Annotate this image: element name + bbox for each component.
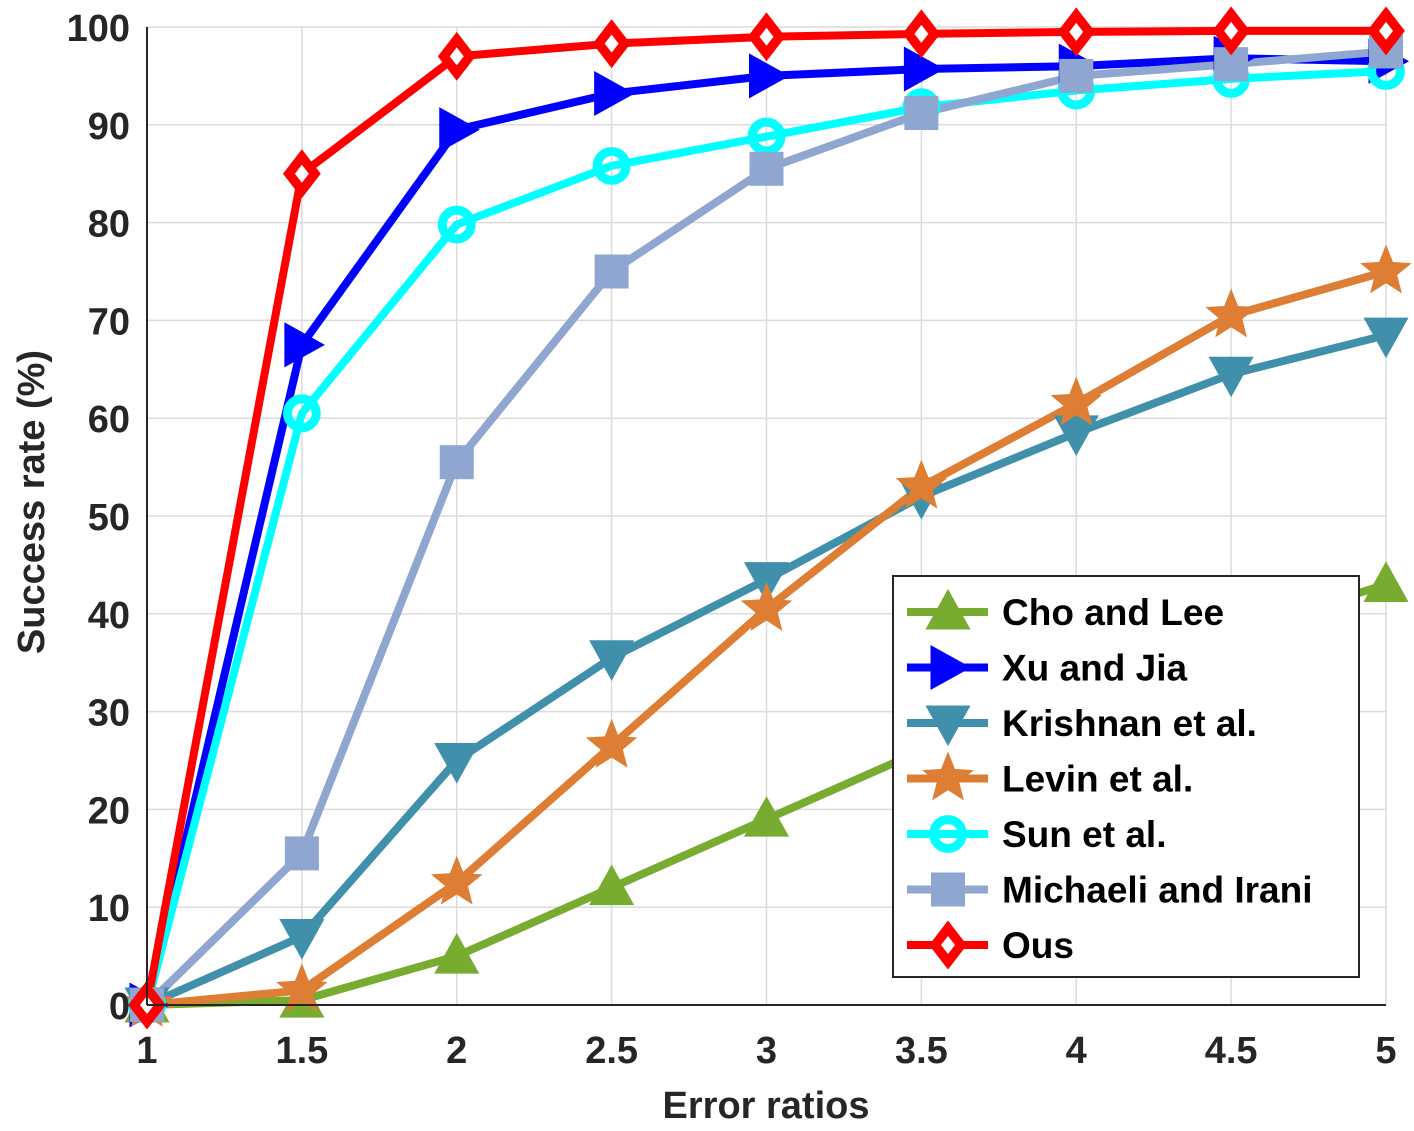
data-point-ous-center [1069, 22, 1084, 41]
data-point-levin-et-al [585, 718, 638, 768]
data-point-michaeli-and-irani [284, 836, 319, 871]
legend-box [892, 575, 1360, 978]
data-point-levin-et-al [895, 459, 948, 509]
data-point-ous-center [604, 34, 619, 53]
legend-label-levin-et-al: Levin et al. [1002, 759, 1193, 800]
data-point-levin-et-al [276, 963, 328, 1013]
legend-marker-sun-et-al [929, 815, 967, 853]
data-point-michaeli-and-irani [594, 254, 629, 289]
x-tick-label: 3 [756, 1030, 777, 1072]
data-point-ous-center [1379, 21, 1393, 40]
y-tick-label: 100 [67, 8, 130, 50]
y-tick-label: 30 [88, 693, 130, 735]
legend-marker-cho-and-lee [925, 588, 971, 630]
data-point-sun-et-al [437, 205, 476, 244]
x-tick-label: 1.5 [275, 1030, 328, 1072]
data-point-sun-et-al [282, 394, 321, 433]
x-axis-label: Error ratios [663, 1085, 870, 1127]
x-tick-label: 2.5 [585, 1030, 638, 1072]
data-point-levin-et-al [740, 581, 793, 631]
y-tick-label: 50 [88, 497, 130, 539]
y-tick-label: 80 [88, 204, 130, 246]
data-point-xu-and-jia [594, 70, 635, 117]
data-point-krishnan-et-al [589, 640, 635, 681]
data-point-cho-and-lee [743, 796, 790, 837]
legend-marker-levin-et-al [922, 751, 974, 801]
legend-label-ous: Ous [1002, 925, 1074, 966]
y-tick-labels: 0 10 20 30 40 50 60 70 80 90 100 [67, 8, 130, 1028]
data-point-ous-center [449, 47, 464, 66]
data-point-sun-et-al [747, 117, 786, 156]
x-tick-label: 2 [446, 1030, 467, 1072]
legend-marker-xu-and-jia [930, 644, 972, 691]
data-point-michaeli-and-irani [439, 445, 474, 480]
x-tick-label: 4.5 [1205, 1030, 1258, 1072]
data-point-ous-center [294, 164, 309, 183]
data-point-krishnan-et-al [1208, 356, 1254, 398]
legend-label-xu-and-jia: Xu and Jia [1002, 648, 1187, 689]
axes [146, 27, 1386, 1006]
data-point-michaeli-and-irani [749, 151, 784, 186]
y-tick-label: 0 [109, 986, 130, 1028]
data-point-cho-and-lee [434, 933, 480, 974]
legend-marker-michaeli-and-irani [931, 872, 965, 907]
data-point-xu-and-jia [903, 46, 945, 92]
x-tick-label: 5 [1375, 1030, 1396, 1072]
y-tick-label: 10 [88, 888, 130, 930]
legend-label-krishnan-et-al: Krishnan et al. [1002, 703, 1257, 744]
data-point-krishnan-et-al [434, 743, 480, 784]
y-tick-label: 90 [88, 106, 130, 148]
data-point-michaeli-and-irani [1059, 58, 1094, 93]
x-tick-labels: 1 1.5 2 2.5 3 3.5 4 4.5 5 [136, 1030, 1396, 1072]
data-point-levin-et-al [1360, 244, 1412, 294]
data-point-levin-et-al [430, 855, 483, 905]
data-point-krishnan-et-al [1053, 415, 1099, 456]
legend-label-cho-and-lee: Cho and Lee [1002, 592, 1224, 633]
x-tick-label: 4 [1066, 1030, 1087, 1072]
x-tick-label: 1 [136, 1030, 157, 1072]
legend: Cho and Lee Xu and Jia Krishnan et al. Levi… [892, 575, 1360, 978]
data-point-cho-and-lee [589, 864, 635, 906]
data-point-xu-and-jia [284, 322, 325, 368]
data-point-xu-and-jia [439, 107, 480, 153]
x-tick-label: 3.5 [895, 1030, 948, 1072]
data-point-xu-and-jia [749, 53, 790, 99]
legend-label-michaeli-and-irani: Michaeli and Irani [1002, 870, 1312, 911]
data-point-levin-et-al [1205, 288, 1257, 338]
y-tick-label: 20 [88, 790, 130, 832]
data-point-cho-and-lee [1363, 561, 1409, 602]
legend-marker-krishnan-et-al [925, 705, 971, 747]
data-point-ous-center [1224, 21, 1239, 40]
data-point-sun-et-al [592, 146, 631, 185]
data-point-michaeli-and-irani [904, 96, 939, 131]
series-line-sun-et-al [143, 67, 1387, 1007]
data-point-ous-center [759, 27, 774, 46]
legend-marker-ous-center [941, 936, 955, 954]
y-tick-label: 70 [88, 301, 130, 343]
data-point-krishnan-et-al [279, 919, 325, 960]
data-point-ous-center [914, 24, 929, 43]
y-tick-label: 60 [88, 399, 130, 441]
data-point-krishnan-et-al [743, 562, 790, 603]
data-point-krishnan-et-al [1363, 317, 1409, 359]
legend-label-sun-et-al: Sun et al. [1002, 814, 1166, 855]
y-tick-label: 40 [88, 595, 130, 637]
y-axis-label: Success rate (%) [11, 350, 53, 654]
data-point-levin-et-al [1050, 376, 1103, 426]
